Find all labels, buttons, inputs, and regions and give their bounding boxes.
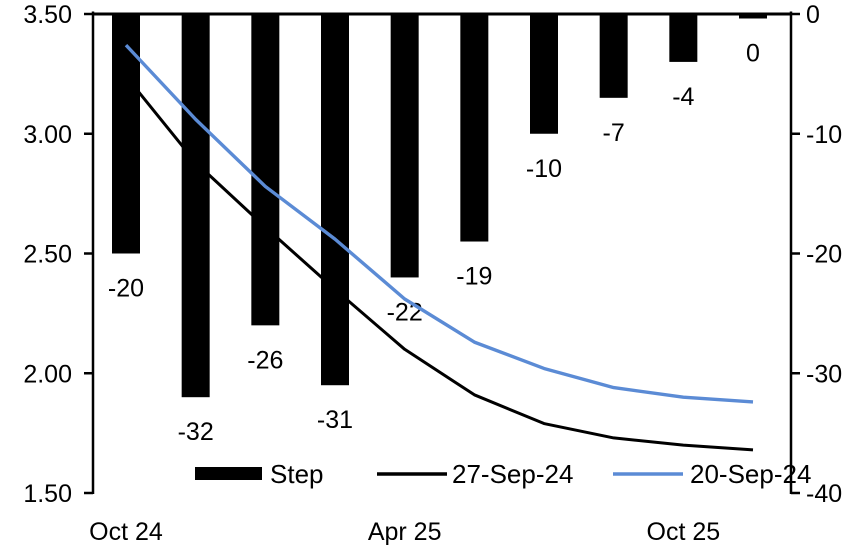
bar-value-label: -19 bbox=[456, 263, 492, 291]
bar-value-label: 0 bbox=[746, 40, 760, 68]
step-bar bbox=[739, 14, 767, 19]
right-axis-tick-label: -20 bbox=[806, 241, 842, 269]
bar-value-label: -22 bbox=[387, 298, 423, 326]
bar-value-label: -26 bbox=[247, 346, 283, 374]
right-axis-tick-label: -40 bbox=[806, 480, 842, 508]
step-bar bbox=[321, 14, 349, 386]
step-bar bbox=[181, 14, 210, 398]
line-20-Sep-24 bbox=[124, 43, 754, 404]
legend-label: Step bbox=[270, 459, 324, 489]
left-axis-tick-label: 3.50 bbox=[23, 1, 72, 29]
bar-value-label: -32 bbox=[178, 418, 214, 446]
left-axis-tick-label: 2.50 bbox=[23, 241, 72, 269]
x-axis-tick-label: Oct 25 bbox=[647, 518, 721, 546]
bar-value-label: -4 bbox=[672, 83, 694, 111]
legend-bar-swatch bbox=[195, 467, 262, 480]
bar-value-label: -10 bbox=[526, 155, 562, 183]
left-axis-tick-label: 3.00 bbox=[23, 121, 72, 149]
step-bar bbox=[460, 14, 489, 242]
step-bar bbox=[112, 14, 140, 254]
x-axis-tick-label: Apr 25 bbox=[368, 518, 442, 546]
step-bar bbox=[251, 14, 280, 326]
step-bar bbox=[669, 14, 698, 62]
legend-label: 20-Sep-24 bbox=[690, 459, 811, 489]
right-axis-tick-label: -10 bbox=[806, 121, 842, 149]
step-bar bbox=[599, 14, 628, 98]
left-axis-tick-label: 1.50 bbox=[23, 480, 72, 508]
bar-value-label: -7 bbox=[603, 119, 625, 147]
x-axis-tick-label: Oct 24 bbox=[89, 518, 163, 546]
right-axis-tick-label: 0 bbox=[806, 1, 820, 29]
bar-value-label: -31 bbox=[317, 406, 353, 434]
step-bar bbox=[390, 14, 419, 278]
step-bar bbox=[530, 14, 558, 134]
line-27-Sep-24 bbox=[124, 75, 754, 452]
legend-label: 27-Sep-24 bbox=[452, 459, 573, 489]
right-axis-tick-label: -30 bbox=[806, 360, 842, 388]
bar-value-label: -20 bbox=[108, 275, 144, 303]
left-axis-tick-label: 2.00 bbox=[23, 360, 72, 388]
